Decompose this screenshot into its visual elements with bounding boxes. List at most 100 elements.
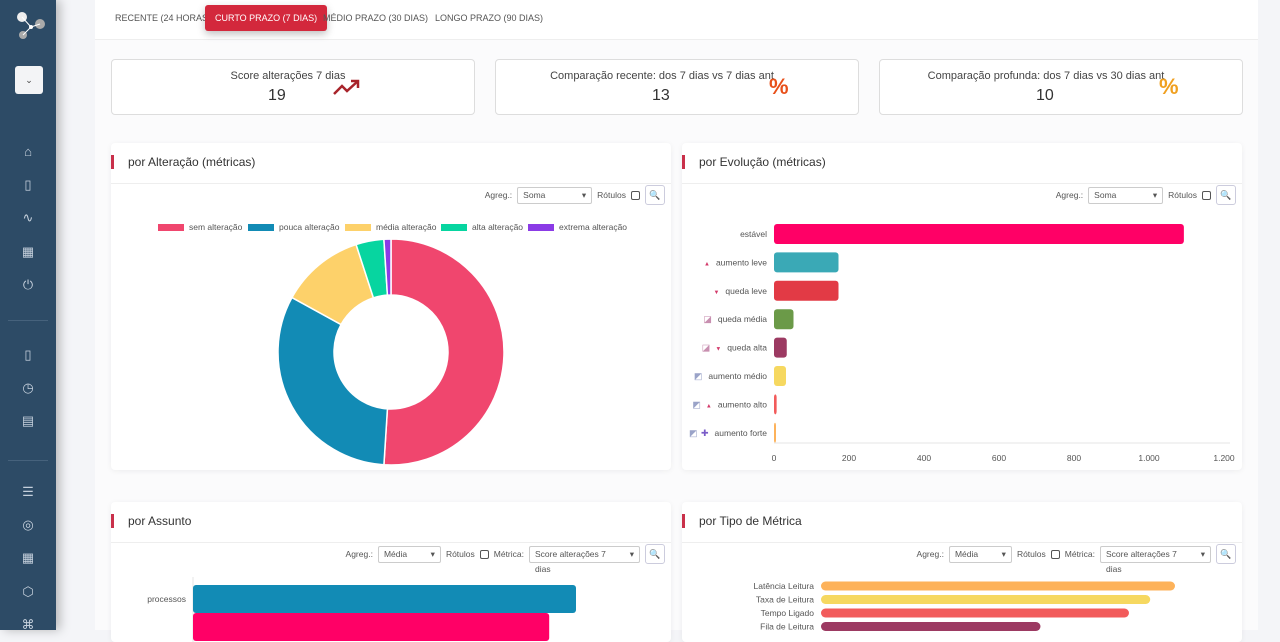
metrica-value: Score alterações 7 dias [1106,548,1177,574]
chart-up-icon: ◩ [694,371,703,381]
target-icon[interactable]: ◎ [22,517,34,532]
percent-icon: % [1159,74,1179,99]
legend-swatch [345,224,371,231]
kpi-label: Score alterações 7 dias [230,70,346,82]
zoom-button[interactable]: 🔍 [1216,185,1236,205]
trending-up-icon [333,79,360,95]
chart-controls: Agreg.: Soma ▾ Rótulos 🔍 [1056,185,1236,205]
agreg-select[interactable]: Média ▾ [377,545,441,563]
box-icon[interactable]: ⬡ [22,584,34,599]
donut-slice-1 [277,296,389,466]
category-label: aumento alto [718,399,767,409]
agreg-value: Soma [523,189,546,200]
rotulos-label: Rótulos [445,549,475,559]
file-icon[interactable]: ▤ [21,413,35,428]
agreg-select[interactable]: Média ▾ [948,545,1012,563]
metrica-label: Métrica: [493,549,524,559]
kpi-value: 13 [652,87,670,104]
agreg-select[interactable]: Soma ▾ [1088,186,1164,204]
panel-por-alteracao: por Alteração (métricas) Agreg.: Soma ▾ R… [111,143,671,470]
chevron-down-icon: ▾ [629,548,634,559]
agreg-label: Agreg.: [345,549,373,559]
metrica-select[interactable]: Score alterações 7 dias ▾ [1100,545,1211,574]
rotulos-checkbox[interactable] [1050,549,1060,559]
bar-1 [774,252,839,273]
donut-slice-0 [383,238,505,466]
grid-icon[interactable]: ▦ [21,244,35,259]
tab-longo-prazo[interactable]: LONGO PRAZO (90 DIAS) [435,13,544,23]
grid-icon[interactable]: ▦ [21,550,35,565]
bar-0 [193,585,576,613]
rotulos-label: Rótulos [1168,190,1197,200]
context-select[interactable]: ⌄ [15,66,43,94]
plus-icon: ✚ [701,428,709,438]
triangle-down-icon: ▼ [715,347,721,353]
x-tick-label: 0 [772,453,777,463]
legend-label: alta alteração [472,222,523,232]
bar-2 [774,280,839,301]
map-icon[interactable]: ▯ [24,177,32,192]
tab-recente[interactable]: RECENTE (24 HORAS) [115,13,212,23]
zoom-button[interactable]: 🔍 [645,544,665,564]
panel-title: por Tipo de Métrica [699,514,802,528]
legend-label: média alteração [376,222,437,232]
bar-6 [774,394,777,415]
bar-3 [821,622,1041,631]
zoom-button[interactable]: 🔍 [1216,544,1236,564]
panel-por-tipo-metrica: por Tipo de Métrica Agreg.: Média ▾ Rótul… [682,502,1242,642]
rotulos-checkbox[interactable] [479,549,489,559]
agreg-value: Média [954,548,979,559]
search-icon: 🔍 [1220,549,1232,559]
x-tick-label: 1.000 [1138,453,1160,463]
category-label: queda média [718,314,767,324]
triangle-up-icon: ▲ [706,403,712,409]
x-tick-label: 600 [992,453,1006,463]
panel-title: por Alteração (métricas) [128,155,256,169]
rotulos-checkbox[interactable] [631,190,640,200]
title-accent [111,514,114,528]
home-icon[interactable]: ⌂ [24,144,32,159]
map-icon[interactable]: ▯ [24,347,32,362]
command-icon[interactable]: ⌘ [21,617,35,632]
legend-swatch [441,224,467,231]
panel-por-evolucao: por Evolução (métricas) Agreg.: Soma ▾ Ró… [682,143,1242,470]
metrica-select[interactable]: Score alterações 7 dias ▾ [529,545,640,574]
title-accent [111,155,114,169]
divider [8,460,48,461]
panel-por-assunto: por Assunto Agreg.: Média ▾ Rótulos Métri… [111,502,671,642]
tab-curto-prazo[interactable]: CURTO PRAZO (7 DIAS) [205,5,328,31]
chevron-down-icon: ▾ [1152,189,1158,200]
activity-icon[interactable]: ∿ [22,210,34,225]
category-label: Fila de Leitura [760,622,814,632]
logo-icon [17,12,45,39]
kpi-value: 19 [268,87,286,104]
zoom-button[interactable]: 🔍 [645,185,665,205]
divider [8,320,48,321]
panel-title: por Assunto [128,514,192,528]
assunto-bar-chart: processos [147,577,576,642]
triangle-down-icon: ▼ [713,290,719,296]
x-tick-label: 200 [842,453,856,463]
agreg-label: Agreg.: [1055,190,1084,200]
agreg-select[interactable]: Soma ▾ [517,186,593,204]
category-label: queda alta [727,343,767,353]
bar-7 [774,422,776,443]
tab-medio-prazo[interactable]: MÉDIO PRAZO (30 DIAS) [323,13,429,23]
metrica-value: Score alterações 7 dias [535,548,606,574]
chart-up-icon: ◩ [689,428,698,438]
server-icon[interactable]: ☰ [22,484,34,499]
legend-swatch [528,224,554,231]
chart-up-icon: ◩ [692,399,701,409]
power-icon[interactable]: ⏻ [22,277,34,292]
bar-0 [774,224,1184,244]
clock-icon[interactable]: ◷ [22,380,34,395]
category-label: aumento forte [715,428,768,438]
category-label: estável [740,229,767,239]
category-label: aumento médio [708,371,767,381]
search-icon: 🔍 [649,549,661,559]
x-tick-label: 400 [917,453,931,463]
agreg-label: Agreg.: [484,190,513,200]
search-icon: 🔍 [1220,190,1232,200]
rotulos-checkbox[interactable] [1202,190,1211,200]
x-tick-label: 1.200 [1213,453,1235,463]
